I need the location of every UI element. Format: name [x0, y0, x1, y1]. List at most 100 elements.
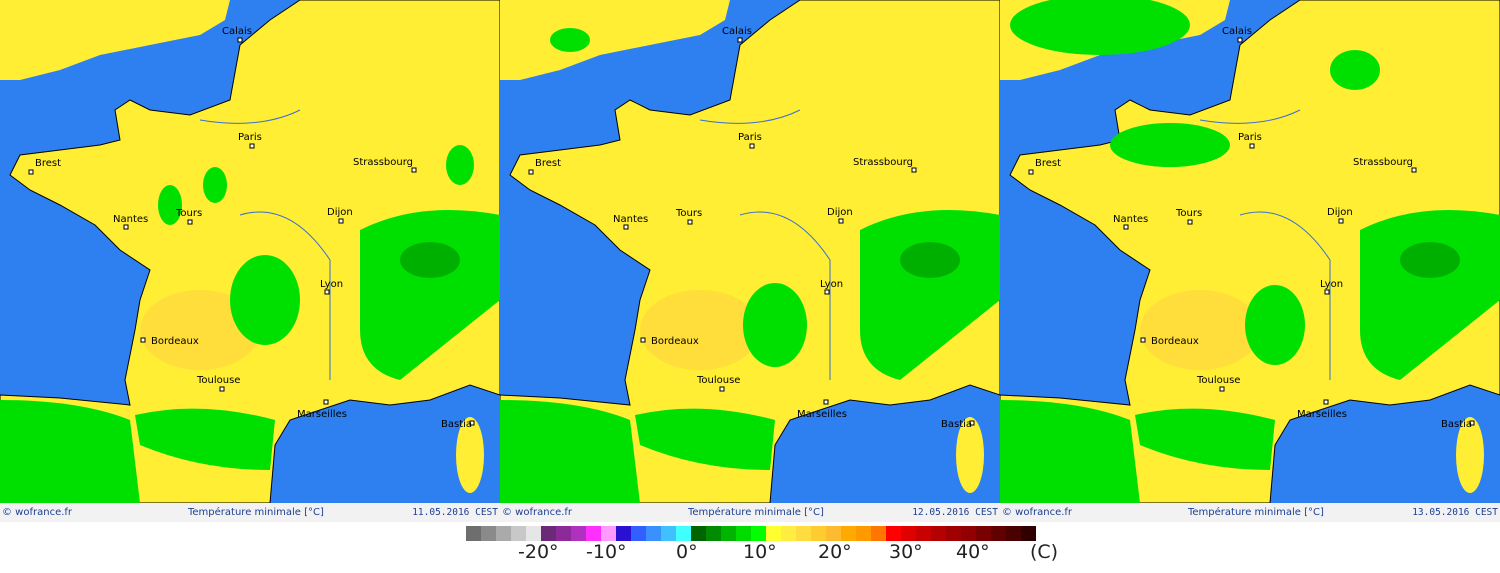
- city-marker: [1237, 37, 1243, 43]
- city-label-tours: Tours: [175, 208, 202, 219]
- legend-swatch: [736, 526, 751, 541]
- cool-zone: [1010, 0, 1190, 55]
- map-title: Température minimale [°C]: [688, 507, 824, 518]
- color-scale-legend: [466, 526, 1036, 541]
- city-label-calais: Calais: [722, 26, 752, 37]
- panel-footer: © wofrance.fr Température minimale [°C] 11…: [0, 503, 500, 522]
- legend-swatch: [541, 526, 556, 541]
- cool-zone: [1330, 50, 1380, 90]
- map-panels: Calais Paris Brest Strassbourg Nantes Tours Di…: [0, 0, 1500, 522]
- city-marker: [237, 37, 243, 43]
- city-marker: [1028, 169, 1034, 175]
- land-corsica: [956, 417, 984, 493]
- copyright-text: © wofrance.fr: [2, 507, 73, 518]
- legend-swatch: [796, 526, 811, 541]
- map-title: Température minimale [°C]: [1188, 507, 1324, 518]
- map-panel-day1: Calais Paris Brest Strassbourg Nantes Tours Di…: [0, 0, 500, 522]
- spain-cool-zone: [500, 400, 640, 503]
- map-date: 11.05.2016 CEST: [412, 507, 498, 518]
- city-label-marseilles: Marseilles: [297, 409, 347, 420]
- pyrenees-cool-zone: [1135, 408, 1275, 470]
- city-marker: [1140, 337, 1146, 343]
- city-marker: [411, 167, 417, 173]
- spain-cool-zone: [1000, 400, 1140, 503]
- legend-label: 40°: [956, 541, 990, 563]
- city-marker: [249, 143, 255, 149]
- river: [1199, 109, 1331, 380]
- city-label-dijon: Dijon: [827, 207, 853, 218]
- legend-swatch: [1021, 526, 1036, 541]
- city-marker: [28, 169, 34, 175]
- city-marker: [823, 399, 829, 405]
- legend-swatch: [811, 526, 826, 541]
- legend-swatch: [676, 526, 691, 541]
- city-label-lyon: Lyon: [1320, 279, 1343, 290]
- city-marker: [737, 37, 743, 43]
- city-label-paris: Paris: [738, 132, 762, 143]
- city-label-bordeaux: Bordeaux: [1151, 336, 1199, 347]
- legend-swatch: [496, 526, 511, 541]
- city-label-nantes: Nantes: [113, 214, 148, 225]
- city-label-strassbourg: Strassbourg: [853, 157, 913, 168]
- legend-swatch: [976, 526, 991, 541]
- legend-swatch: [706, 526, 721, 541]
- legend-label: 20°: [818, 541, 852, 563]
- legend-swatch: [766, 526, 781, 541]
- warm-zone: [140, 290, 260, 370]
- pyrenees-cool-zone: [135, 408, 275, 470]
- city-label-strassbourg: Strassbourg: [1353, 157, 1413, 168]
- legend-swatch: [661, 526, 676, 541]
- city-label-calais: Calais: [222, 26, 252, 37]
- warm-zone: [640, 290, 760, 370]
- city-label-bastia: Bastia: [1441, 419, 1472, 430]
- panel-footer: © wofrance.fr Température minimale [°C] 12…: [500, 503, 1000, 522]
- alps-cool-zone: [860, 210, 1000, 380]
- legend-swatch: [481, 526, 496, 541]
- city-marker: [528, 169, 534, 175]
- legend-swatch: [916, 526, 931, 541]
- copyright-text: © wofrance.fr: [1002, 507, 1073, 518]
- legend-swatch: [616, 526, 631, 541]
- city-marker: [1123, 224, 1129, 230]
- legend-swatch: [781, 526, 796, 541]
- river: [699, 109, 831, 380]
- city-label-brest: Brest: [1035, 158, 1061, 169]
- city-marker: [1219, 386, 1225, 392]
- city-marker: [1323, 399, 1329, 405]
- city-label-toulouse: Toulouse: [1196, 375, 1240, 386]
- city-marker: [1249, 143, 1255, 149]
- city-label-bordeaux: Bordeaux: [651, 336, 699, 347]
- map-date: 13.05.2016 CEST: [1412, 507, 1498, 518]
- city-marker: [1469, 420, 1475, 426]
- warm-zone: [1140, 290, 1260, 370]
- panel-footer: © wofrance.fr Température minimale [°C] 13…: [1000, 503, 1500, 522]
- city-marker: [1324, 289, 1330, 295]
- city-label-paris: Paris: [238, 132, 262, 143]
- city-marker: [838, 218, 844, 224]
- land-france: [0, 0, 500, 503]
- legend-swatch: [511, 526, 526, 541]
- land-england: [0, 0, 230, 80]
- city-marker: [1187, 219, 1193, 225]
- legend-swatch: [1006, 526, 1021, 541]
- map-panel-day3: Calais Paris Brest Strassbourg Nantes Tours Di…: [1000, 0, 1500, 522]
- city-marker: [187, 219, 193, 225]
- legend-swatch: [526, 526, 541, 541]
- map-title: Température minimale [°C]: [188, 507, 324, 518]
- legend-swatch: [466, 526, 481, 541]
- river: [199, 109, 331, 380]
- city-label-bastia: Bastia: [941, 419, 972, 430]
- alps-cold-zone: [1400, 242, 1460, 278]
- city-marker: [623, 224, 629, 230]
- alps-cold-zone: [400, 242, 460, 278]
- city-label-lyon: Lyon: [320, 279, 343, 290]
- legend-swatch: [841, 526, 856, 541]
- city-label-dijon: Dijon: [1327, 207, 1353, 218]
- legend-label: 10°: [743, 541, 777, 563]
- city-label-paris: Paris: [1238, 132, 1262, 143]
- city-marker: [123, 224, 129, 230]
- city-marker: [469, 420, 475, 426]
- city-marker: [1411, 167, 1417, 173]
- cool-zone: [446, 145, 474, 185]
- cool-zone: [743, 283, 807, 367]
